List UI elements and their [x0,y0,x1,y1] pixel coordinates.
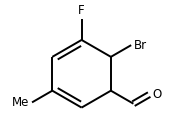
Text: Me: Me [12,96,30,109]
Text: F: F [78,4,85,17]
Text: Br: Br [134,39,147,52]
Text: O: O [152,88,161,101]
